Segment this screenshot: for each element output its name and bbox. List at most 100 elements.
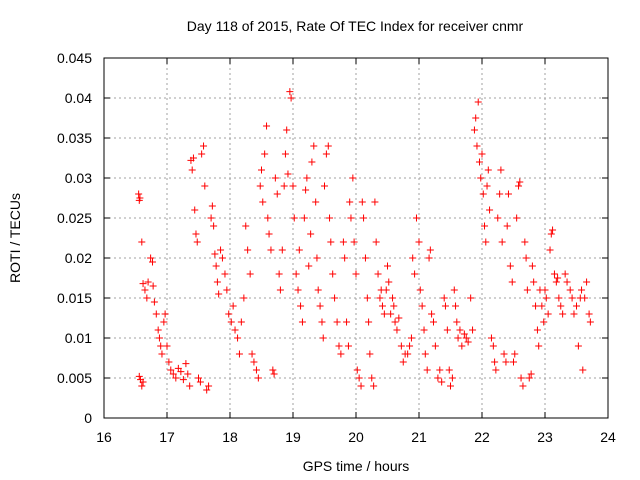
data-point xyxy=(234,334,242,342)
data-point xyxy=(441,302,449,310)
data-point xyxy=(259,198,267,206)
data-point xyxy=(540,318,548,326)
axis-ticks xyxy=(103,57,609,419)
data-point xyxy=(264,214,272,222)
data-point xyxy=(143,294,151,302)
data-point xyxy=(341,254,349,262)
data-point xyxy=(544,310,552,318)
data-point xyxy=(546,246,554,254)
data-point xyxy=(472,114,480,122)
data-point xyxy=(237,318,245,326)
data-point xyxy=(136,194,144,202)
data-point xyxy=(568,294,576,302)
data-point xyxy=(229,302,237,310)
data-point xyxy=(454,334,462,342)
data-point xyxy=(384,262,391,270)
data-point xyxy=(283,126,291,134)
data-point xyxy=(578,286,586,294)
data-point xyxy=(157,342,165,350)
x-tick-label: 24 xyxy=(600,429,616,445)
data-point xyxy=(506,262,514,270)
data-point xyxy=(385,278,393,286)
data-point xyxy=(434,374,442,382)
data-point xyxy=(316,302,324,310)
data-point xyxy=(313,254,321,262)
data-point xyxy=(303,174,311,182)
data-point xyxy=(269,366,277,374)
data-point xyxy=(447,382,454,390)
data-point xyxy=(261,150,269,158)
data-point xyxy=(502,358,510,366)
x-tick-label: 21 xyxy=(411,429,427,445)
data-point xyxy=(141,286,149,294)
data-point xyxy=(504,190,512,198)
data-point xyxy=(213,278,221,286)
y-tick-label: 0.01 xyxy=(65,330,92,346)
data-point xyxy=(298,318,306,326)
data-point xyxy=(500,350,508,358)
y-tick-label: 0.045 xyxy=(57,50,92,66)
y-tick-label: 0.025 xyxy=(57,210,92,226)
data-point xyxy=(428,310,436,318)
data-point xyxy=(498,238,506,246)
data-point xyxy=(275,270,283,278)
data-point xyxy=(484,166,492,174)
x-tick-label: 20 xyxy=(348,429,364,445)
data-point xyxy=(418,302,426,310)
data-point xyxy=(496,190,504,198)
data-point xyxy=(527,370,535,378)
data-point xyxy=(287,94,295,102)
data-point xyxy=(390,302,398,310)
data-point xyxy=(355,374,363,382)
data-point xyxy=(425,254,433,262)
data-point xyxy=(503,222,511,230)
chart-title: Day 118 of 2015, Rate Of TEC Index for r… xyxy=(187,18,524,34)
data-point xyxy=(440,294,448,302)
data-point xyxy=(225,310,233,318)
x-tick-label: 17 xyxy=(159,429,175,445)
data-point xyxy=(161,310,169,318)
data-point xyxy=(167,366,175,374)
data-point xyxy=(286,88,294,96)
data-point xyxy=(474,98,482,106)
data-point xyxy=(443,326,451,334)
data-point xyxy=(511,350,519,358)
data-point xyxy=(361,254,369,262)
data-point xyxy=(513,214,521,222)
data-point xyxy=(541,286,549,294)
data-point xyxy=(586,318,594,326)
data-point xyxy=(150,298,158,306)
data-point xyxy=(547,230,555,238)
data-point xyxy=(561,270,569,278)
y-tick-label: 0.035 xyxy=(57,130,92,146)
data-point xyxy=(200,142,208,150)
data-point xyxy=(294,286,302,294)
data-point xyxy=(387,310,395,318)
data-point xyxy=(473,142,481,150)
data-point xyxy=(515,182,523,190)
data-point xyxy=(289,182,297,190)
data-point xyxy=(525,374,533,382)
data-point xyxy=(227,318,235,326)
data-point xyxy=(212,262,220,270)
data-point xyxy=(149,282,157,290)
data-point xyxy=(218,254,226,262)
data-point xyxy=(284,170,292,178)
data-point xyxy=(256,182,264,190)
data-point xyxy=(478,150,486,158)
data-point xyxy=(452,302,460,310)
data-point xyxy=(307,230,315,238)
data-point xyxy=(158,350,166,358)
data-point xyxy=(329,270,337,278)
data-point xyxy=(579,366,587,374)
data-point xyxy=(450,286,458,294)
data-point xyxy=(221,270,229,278)
data-point xyxy=(258,166,265,174)
data-point xyxy=(198,150,206,158)
data-point xyxy=(252,366,260,374)
data-point xyxy=(583,278,591,286)
y-axis-label: ROTI / TECUs xyxy=(7,193,23,283)
data-point xyxy=(312,198,320,206)
data-point xyxy=(138,382,146,390)
